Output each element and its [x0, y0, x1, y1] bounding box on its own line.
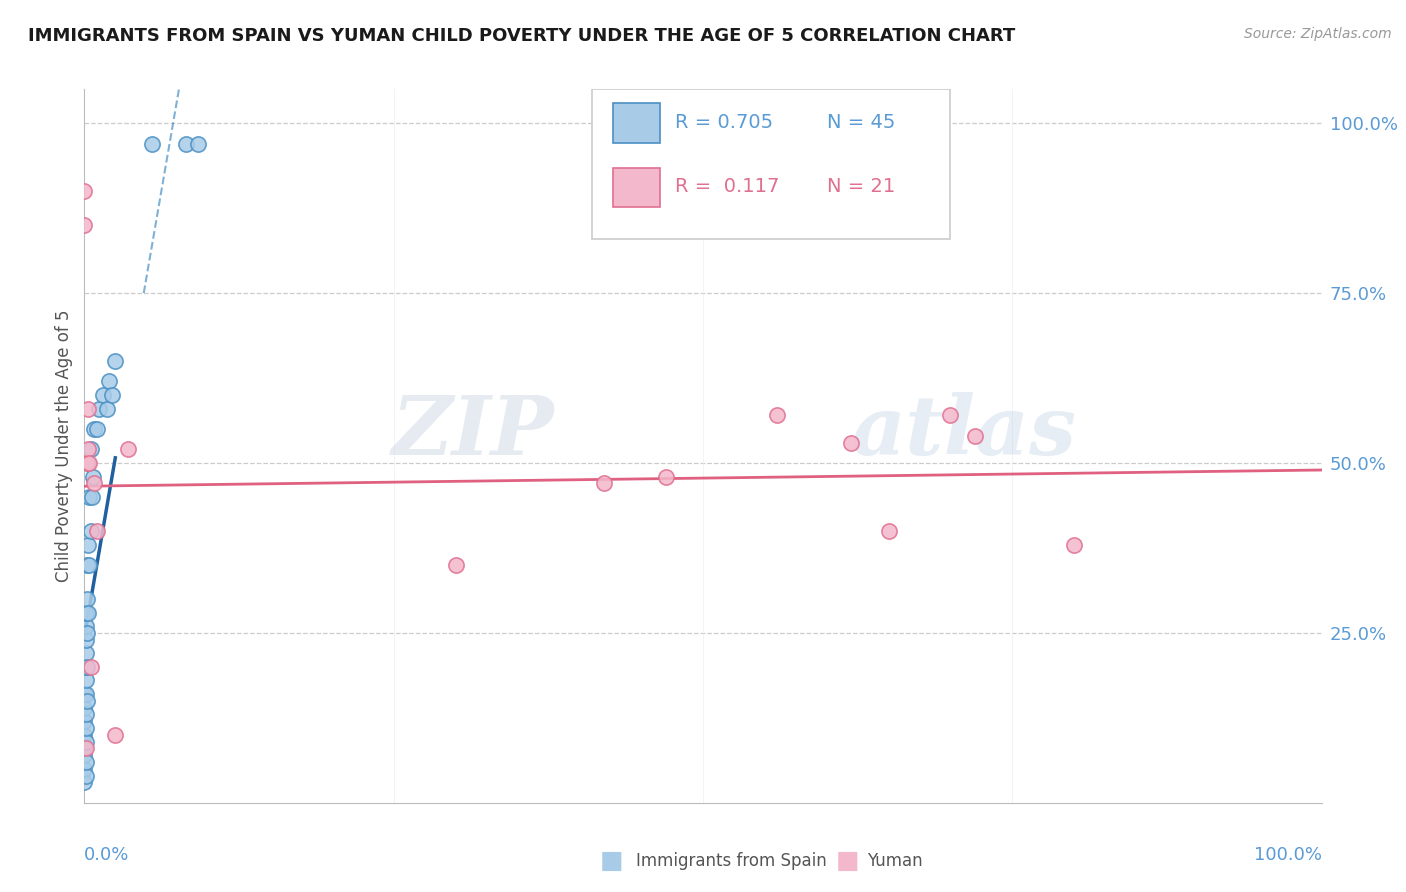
Point: [73, 728, 96, 742]
Point: [89, 401, 111, 416]
Point: [75, 741, 97, 756]
Point: [174, 136, 197, 151]
Text: 0.0%: 0.0%: [84, 846, 129, 863]
Point: [73, 687, 96, 701]
Point: [79, 558, 101, 572]
Point: [75, 687, 97, 701]
FancyBboxPatch shape: [613, 168, 659, 207]
Text: IMMIGRANTS FROM SPAIN VS YUMAN CHILD POVERTY UNDER THE AGE OF 5 CORRELATION CHAR: IMMIGRANTS FROM SPAIN VS YUMAN CHILD POV…: [28, 27, 1015, 45]
Point: [77, 537, 100, 551]
Point: [98, 375, 121, 389]
Point: [76, 558, 98, 572]
Point: [73, 184, 96, 198]
Point: [76, 591, 98, 606]
Point: [73, 714, 96, 729]
Text: Immigrants from Spain: Immigrants from Spain: [636, 852, 827, 870]
FancyBboxPatch shape: [613, 103, 659, 143]
Point: [100, 388, 122, 402]
Point: [77, 606, 100, 620]
Point: [76, 626, 98, 640]
Text: R = 0.705: R = 0.705: [675, 113, 773, 132]
Point: [79, 660, 101, 674]
Point: [73, 748, 96, 763]
Point: [75, 660, 97, 674]
Point: [77, 456, 100, 470]
Y-axis label: Child Poverty Under the Age of 5: Child Poverty Under the Age of 5: [55, 310, 73, 582]
Point: [79, 490, 101, 504]
Point: [75, 646, 97, 660]
Point: [939, 409, 962, 423]
Point: [76, 694, 98, 708]
Point: [77, 401, 100, 416]
Point: [593, 476, 616, 491]
Point: [75, 769, 97, 783]
Text: 100.0%: 100.0%: [1254, 846, 1322, 863]
Point: [73, 700, 96, 714]
Point: [655, 469, 678, 483]
Point: [75, 721, 97, 735]
Point: [96, 401, 118, 416]
Point: [75, 619, 97, 633]
Point: [80, 490, 103, 504]
Text: Source: ZipAtlas.com: Source: ZipAtlas.com: [1244, 27, 1392, 41]
Text: N = 21: N = 21: [827, 178, 896, 196]
Point: [877, 524, 900, 538]
Point: [83, 476, 105, 491]
Point: [75, 755, 97, 769]
Point: [766, 409, 789, 423]
Point: [73, 775, 96, 789]
Point: [444, 558, 467, 572]
Point: [104, 728, 127, 742]
Point: [73, 218, 96, 232]
Point: [841, 435, 863, 450]
Text: atlas: atlas: [852, 392, 1077, 472]
Point: [117, 442, 139, 457]
Point: [79, 456, 101, 470]
Text: R =  0.117: R = 0.117: [675, 178, 779, 196]
Point: [75, 673, 97, 688]
Point: [86, 422, 108, 436]
Point: [965, 429, 987, 443]
Text: Yuman: Yuman: [868, 852, 924, 870]
Point: [76, 456, 98, 470]
Point: [79, 524, 101, 538]
Point: [75, 734, 97, 748]
Text: ■: ■: [600, 849, 623, 872]
Point: [73, 741, 96, 756]
Text: ZIP: ZIP: [392, 392, 554, 472]
Point: [104, 354, 127, 368]
Text: ■: ■: [837, 849, 859, 872]
Point: [86, 524, 108, 538]
FancyBboxPatch shape: [592, 89, 950, 239]
Point: [75, 707, 97, 722]
Point: [1063, 537, 1085, 551]
Point: [76, 660, 98, 674]
Point: [82, 469, 104, 483]
Point: [83, 422, 105, 436]
Point: [75, 632, 97, 647]
Point: [75, 606, 97, 620]
Point: [77, 442, 100, 457]
Text: N = 45: N = 45: [827, 113, 896, 132]
Point: [141, 136, 163, 151]
Point: [73, 762, 96, 776]
Point: [91, 388, 114, 402]
Point: [79, 442, 101, 457]
Point: [187, 136, 209, 151]
